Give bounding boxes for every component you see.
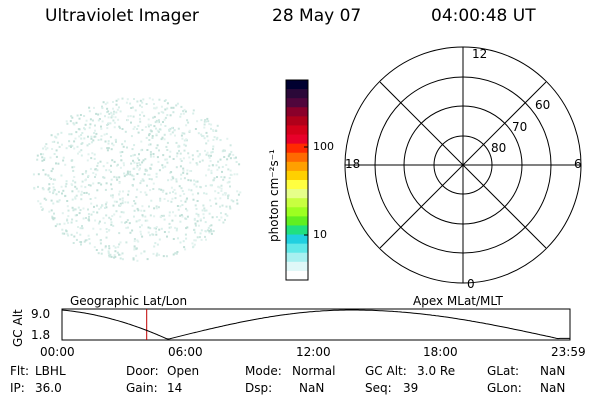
door-label: Door: (126, 364, 159, 378)
x-tick-3: 18:00 (423, 345, 458, 359)
gain-value: 14 (167, 381, 182, 395)
x-tick-2: 12:00 (296, 345, 331, 359)
glon-label: GLon: (487, 381, 522, 395)
x-tick-0: 00:00 (40, 345, 75, 359)
altitude-curve (62, 310, 570, 339)
seq-value: 39 (403, 381, 418, 395)
x-tick-1: 06:00 (168, 345, 203, 359)
mode-value: Normal (292, 364, 335, 378)
dsp-value: NaN (299, 381, 324, 395)
dsp-label: Dsp: (245, 381, 272, 395)
flt-label: Flt: (10, 364, 29, 378)
mode-label: Mode: (245, 364, 282, 378)
x-tick-4: 23:59 (551, 345, 586, 359)
ip-value: 36.0 (35, 381, 62, 395)
door-value: Open (167, 364, 199, 378)
glat-value: NaN (540, 364, 565, 378)
glat-label: GLat: (487, 364, 519, 378)
gcalt-label: GC Alt: (365, 364, 407, 378)
gain-label: Gain: (126, 381, 158, 395)
ip-label: IP: (10, 381, 25, 395)
gcalt-value: 3.0 Re (417, 364, 455, 378)
glon-value: NaN (540, 381, 565, 395)
seq-label: Seq: (365, 381, 392, 395)
flt-value: LBHL (35, 364, 66, 378)
